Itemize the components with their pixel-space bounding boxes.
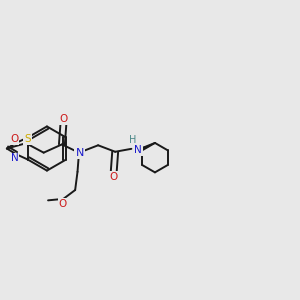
Text: O: O <box>10 134 19 145</box>
Text: S: S <box>24 134 31 144</box>
Text: N: N <box>75 148 84 158</box>
Text: H: H <box>129 135 137 145</box>
Text: N: N <box>134 145 142 155</box>
Text: O: O <box>110 172 118 182</box>
Text: O: O <box>59 114 68 124</box>
Text: N: N <box>11 154 18 164</box>
Text: O: O <box>59 199 67 209</box>
